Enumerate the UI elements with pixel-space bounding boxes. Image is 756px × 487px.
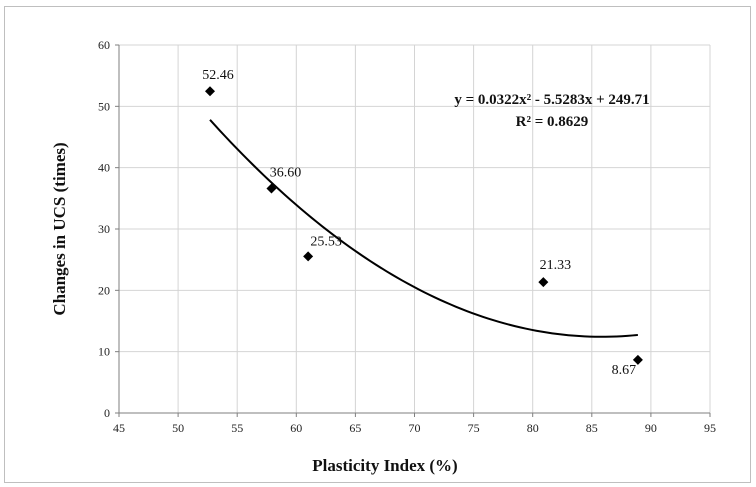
data-point bbox=[205, 86, 216, 97]
x-tick-label: 75 bbox=[468, 421, 480, 435]
axes bbox=[115, 44, 711, 417]
y-tick-label: 0 bbox=[104, 406, 110, 420]
trendline-equation: y = 0.0322x² - 5.5283x + 249.71 bbox=[454, 92, 649, 108]
data-label: 21.33 bbox=[540, 258, 572, 273]
data-label: 25.53 bbox=[310, 234, 342, 249]
data-points bbox=[205, 86, 643, 365]
x-tick-label: 45 bbox=[113, 421, 125, 435]
y-tick-label: 50 bbox=[98, 99, 110, 113]
x-tick-label: 60 bbox=[290, 421, 302, 435]
y-tick-labels: 0 10 20 30 40 50 60 bbox=[98, 38, 110, 420]
data-labels: 52.46 36.60 25.53 21.33 8.67 bbox=[202, 68, 636, 378]
y-axis-title: Changes in UCS (times) bbox=[50, 142, 69, 315]
data-label: 36.60 bbox=[270, 166, 302, 181]
data-label: 52.46 bbox=[202, 68, 234, 83]
x-tick-label: 55 bbox=[231, 421, 243, 435]
y-tick-label: 30 bbox=[98, 222, 110, 236]
data-point bbox=[538, 277, 549, 288]
x-tick-label: 95 bbox=[704, 421, 716, 435]
y-tick-label: 20 bbox=[98, 283, 110, 297]
data-point bbox=[632, 354, 643, 365]
data-point bbox=[303, 251, 314, 262]
data-label: 8.67 bbox=[612, 363, 637, 378]
data-point bbox=[266, 183, 277, 194]
x-tick-label: 80 bbox=[527, 421, 539, 435]
y-tick-label: 40 bbox=[98, 161, 110, 175]
x-tick-label: 70 bbox=[409, 421, 421, 435]
x-tick-label: 50 bbox=[172, 421, 184, 435]
y-tick-label: 60 bbox=[98, 38, 110, 52]
y-tick-label: 10 bbox=[98, 345, 110, 359]
x-tick-label: 85 bbox=[586, 421, 598, 435]
trendline bbox=[209, 119, 638, 338]
gridlines bbox=[119, 44, 711, 413]
x-tick-label: 90 bbox=[645, 421, 657, 435]
x-axis-title: Plasticity Index (%) bbox=[312, 456, 457, 475]
chart-frame: 45 50 55 60 65 70 75 80 85 90 95 0 10 20 30 40 50 60 52.… bbox=[4, 6, 751, 483]
r-squared-label: R² = 0.8629 bbox=[516, 114, 589, 130]
x-tick-labels: 45 50 55 60 65 70 75 80 85 90 95 bbox=[113, 421, 716, 435]
x-tick-label: 65 bbox=[349, 421, 361, 435]
scatter-chart: 45 50 55 60 65 70 75 80 85 90 95 0 10 20 30 40 50 60 52.… bbox=[50, 38, 716, 475]
